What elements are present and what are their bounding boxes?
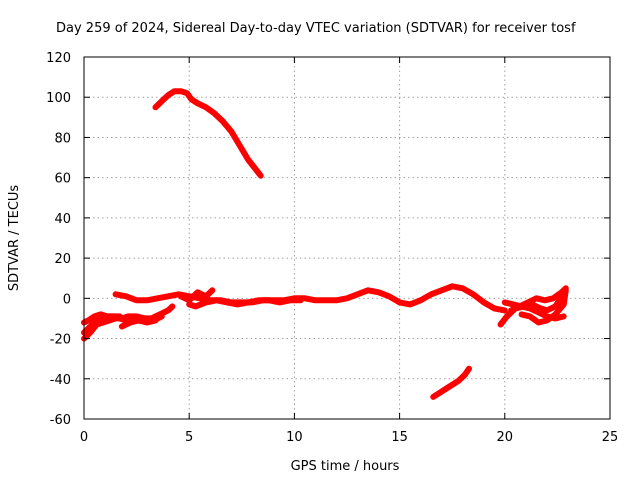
x-tick-label: 10 bbox=[286, 430, 303, 445]
series-line-left-cluster-c bbox=[81, 313, 123, 336]
data-traces bbox=[81, 88, 569, 400]
x-tick-label: 20 bbox=[497, 430, 514, 445]
series-line-right-cluster-d bbox=[518, 287, 569, 326]
x-tick-label: 25 bbox=[602, 430, 619, 445]
y-tick-label: 80 bbox=[54, 131, 71, 146]
x-tick-label: 15 bbox=[391, 430, 408, 445]
plot-frame bbox=[83, 56, 611, 420]
series-line-right-cluster-a bbox=[497, 291, 567, 328]
series-line-spike-left bbox=[177, 287, 216, 304]
x-tick-labels: 0 5 10 15 20 25 bbox=[80, 430, 618, 445]
y-tick-label: 40 bbox=[54, 212, 71, 227]
y-tick-label: 100 bbox=[46, 91, 71, 106]
y-tick-labels: -60 -40 -20 0 20 40 60 80 100 120 bbox=[46, 51, 71, 428]
series-line-arc-high bbox=[152, 88, 264, 179]
y-tick-label: -20 bbox=[50, 333, 71, 348]
y-tick-label: -40 bbox=[50, 373, 71, 388]
series-line-left-cluster-d bbox=[118, 317, 159, 330]
grid bbox=[84, 57, 610, 419]
x-tick-label: 0 bbox=[80, 430, 88, 445]
series-line-right-cluster-c bbox=[508, 285, 569, 314]
y-axis-label: SDTVAR / TECUs bbox=[7, 185, 22, 292]
y-tick-label: 20 bbox=[54, 252, 71, 267]
x-axis-label: GPS time / hours bbox=[291, 459, 400, 474]
chart-title: Day 259 of 2024, Sidereal Day-to-day VTE… bbox=[56, 21, 576, 36]
y-tick-label: 60 bbox=[54, 172, 71, 187]
y-tick-label: -60 bbox=[50, 413, 71, 428]
axis-ticks bbox=[83, 56, 611, 420]
y-tick-label: 0 bbox=[63, 292, 71, 307]
series-line-band-lower bbox=[186, 297, 304, 310]
y-tick-label: 120 bbox=[46, 51, 71, 66]
x-tick-label: 5 bbox=[185, 430, 193, 445]
series-line-arc-low bbox=[430, 365, 472, 400]
